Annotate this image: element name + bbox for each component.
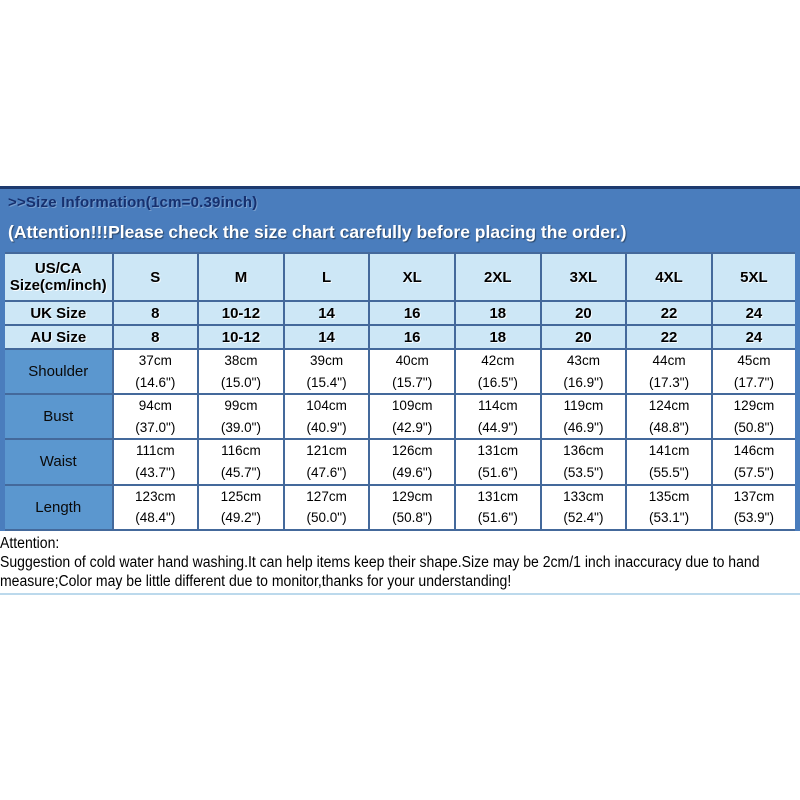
- length-cell: 129cm (50.8"): [368, 483, 456, 531]
- au-size-cell: 24: [710, 324, 799, 350]
- au-size-cell: 14: [282, 324, 371, 350]
- uk-size-cell: 8: [111, 300, 200, 326]
- waist-cell: 131cm (51.6"): [454, 438, 542, 486]
- bottom-divider: [0, 593, 800, 596]
- au-size-cell: 22: [625, 324, 713, 350]
- waist-cell: 121cm (47.6"): [282, 438, 371, 486]
- column-header-m: M: [197, 252, 285, 302]
- au-size-cell: 20: [539, 324, 628, 350]
- waist-cell: 116cm (45.7"): [197, 438, 285, 486]
- uk-size-cell: 16: [368, 300, 456, 326]
- waist-cell: 111cm (43.7"): [111, 438, 200, 486]
- shoulder-cell: 43cm (16.9"): [539, 347, 628, 396]
- table-row-bust: Bust 94cm (37.0") 99cm (39.0") 104cm (40.9"…: [1, 393, 799, 441]
- table-header-row: US/CA Size(cm/inch) S M L XL 2XL 3XL 4XL…: [1, 252, 799, 302]
- shoulder-cell: 39cm (15.4"): [282, 347, 371, 396]
- shoulder-cell: 45cm (17.7"): [710, 347, 799, 396]
- waist-cell: 126cm (49.6"): [368, 438, 456, 486]
- length-cell: 125cm (49.2"): [197, 483, 285, 531]
- waist-cell: 146cm (57.5"): [710, 438, 799, 486]
- bust-cell: 94cm (37.0"): [111, 393, 200, 441]
- au-size-cell: 16: [368, 324, 456, 350]
- uk-size-cell: 14: [282, 300, 371, 326]
- size-info-banner: >>Size Information(1cm=0.39inch) (Attent…: [0, 186, 800, 252]
- column-header-3xl: 3XL: [539, 252, 628, 302]
- uk-size-cell: 10-12: [197, 300, 285, 326]
- row-label-au-size: AU Size: [1, 324, 114, 350]
- table-row-length: Length 123cm (48.4") 125cm (49.2") 127cm (5…: [1, 483, 799, 531]
- au-size-cell: 8: [111, 324, 200, 350]
- shoulder-cell: 44cm (17.3"): [625, 347, 713, 396]
- content-area: >>Size Information(1cm=0.39inch) (Attent…: [0, 186, 800, 596]
- column-header-l: L: [282, 252, 371, 302]
- bust-cell: 109cm (42.9"): [368, 393, 456, 441]
- row-label-uk-size: UK Size: [1, 300, 114, 326]
- table-row-uk-size: UK Size 8 10-12 14 16 18 20 22 24: [1, 300, 799, 326]
- attention-text: Suggestion of cold water hand washing.It…: [0, 553, 760, 591]
- column-header-2xl: 2XL: [454, 252, 542, 302]
- uk-size-cell: 20: [539, 300, 628, 326]
- uk-size-cell: 18: [454, 300, 542, 326]
- length-cell: 123cm (48.4"): [111, 483, 200, 531]
- column-header-xl: XL: [368, 252, 456, 302]
- au-size-cell: 18: [454, 324, 542, 350]
- uk-size-cell: 24: [710, 300, 799, 326]
- column-header-4xl: 4XL: [625, 252, 713, 302]
- bust-cell: 129cm (50.8"): [710, 393, 799, 441]
- table-row-au-size: AU Size 8 10-12 14 16 18 20 22 24: [1, 324, 799, 350]
- column-header-s: S: [111, 252, 200, 302]
- row-label-bust: Bust: [1, 393, 114, 441]
- row-label-length: Length: [1, 483, 114, 531]
- shoulder-cell: 37cm (14.6"): [111, 347, 200, 396]
- size-table: US/CA Size(cm/inch) S M L XL 2XL 3XL 4XL…: [0, 252, 800, 531]
- column-header-5xl: 5XL: [710, 252, 799, 302]
- length-cell: 137cm (53.9"): [710, 483, 799, 531]
- length-cell: 133cm (52.4"): [539, 483, 628, 531]
- bust-cell: 99cm (39.0"): [197, 393, 285, 441]
- table-row-waist: Waist 111cm (43.7") 116cm (45.7") 121cm (47…: [1, 438, 799, 486]
- bust-cell: 124cm (48.8"): [625, 393, 713, 441]
- row-label-shoulder: Shoulder: [1, 347, 114, 396]
- shoulder-cell: 38cm (15.0"): [197, 347, 285, 396]
- row-label-waist: Waist: [1, 438, 114, 486]
- attention-label: Attention:: [0, 534, 60, 552]
- length-cell: 127cm (50.0"): [282, 483, 371, 531]
- bust-cell: 114cm (44.9"): [454, 393, 542, 441]
- banner-attention-subtitle: (Attention!!!Please check the size chart…: [8, 222, 627, 242]
- bust-cell: 119cm (46.9"): [539, 393, 628, 441]
- attention-note: Attention: Suggestion of cold water hand…: [0, 534, 800, 592]
- waist-cell: 136cm (53.5"): [539, 438, 628, 486]
- length-cell: 131cm (51.6"): [454, 483, 542, 531]
- shoulder-cell: 42cm (16.5"): [454, 347, 542, 396]
- uk-size-cell: 22: [625, 300, 713, 326]
- waist-cell: 141cm (55.5"): [625, 438, 713, 486]
- shoulder-cell: 40cm (15.7"): [368, 347, 456, 396]
- length-cell: 135cm (53.1"): [625, 483, 713, 531]
- column-header-uscasize: US/CA Size(cm/inch): [1, 252, 114, 302]
- table-row-shoulder: Shoulder 37cm (14.6") 38cm (15.0") 39cm (15…: [1, 347, 799, 396]
- banner-title: >>Size Information(1cm=0.39inch): [8, 194, 258, 211]
- bust-cell: 104cm (40.9"): [282, 393, 371, 441]
- au-size-cell: 10-12: [197, 324, 285, 350]
